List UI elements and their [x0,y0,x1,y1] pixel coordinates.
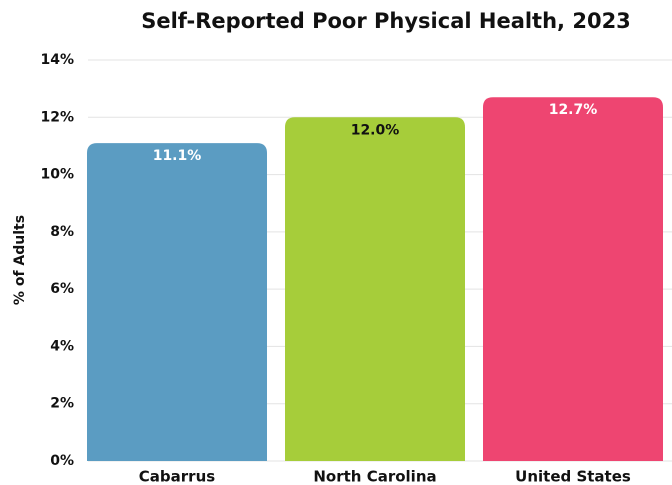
bar [87,143,267,462]
x-tick-label: Cabarrus [139,468,215,485]
y-tick-label: 10% [40,167,74,183]
value-label: 11.1% [153,148,202,164]
y-tick-label: 0% [50,453,74,469]
y-axis-label: % of Adults [12,215,28,305]
bar [285,117,465,462]
value-label: 12.7% [549,102,598,118]
y-tick-label: 12% [40,109,74,125]
y-tick-label: 8% [50,224,74,240]
y-tick-label: 14% [40,52,74,68]
value-label: 12.0% [351,122,400,138]
bar [483,97,663,461]
x-tick-label: North Carolina [313,468,436,485]
x-tick-label: United States [515,468,631,485]
chart-title: Self-Reported Poor Physical Health, 2023 [141,9,631,33]
y-tick-label: 4% [50,338,74,354]
y-tick-label: 6% [50,281,74,297]
y-tick-label: 2% [50,396,74,412]
